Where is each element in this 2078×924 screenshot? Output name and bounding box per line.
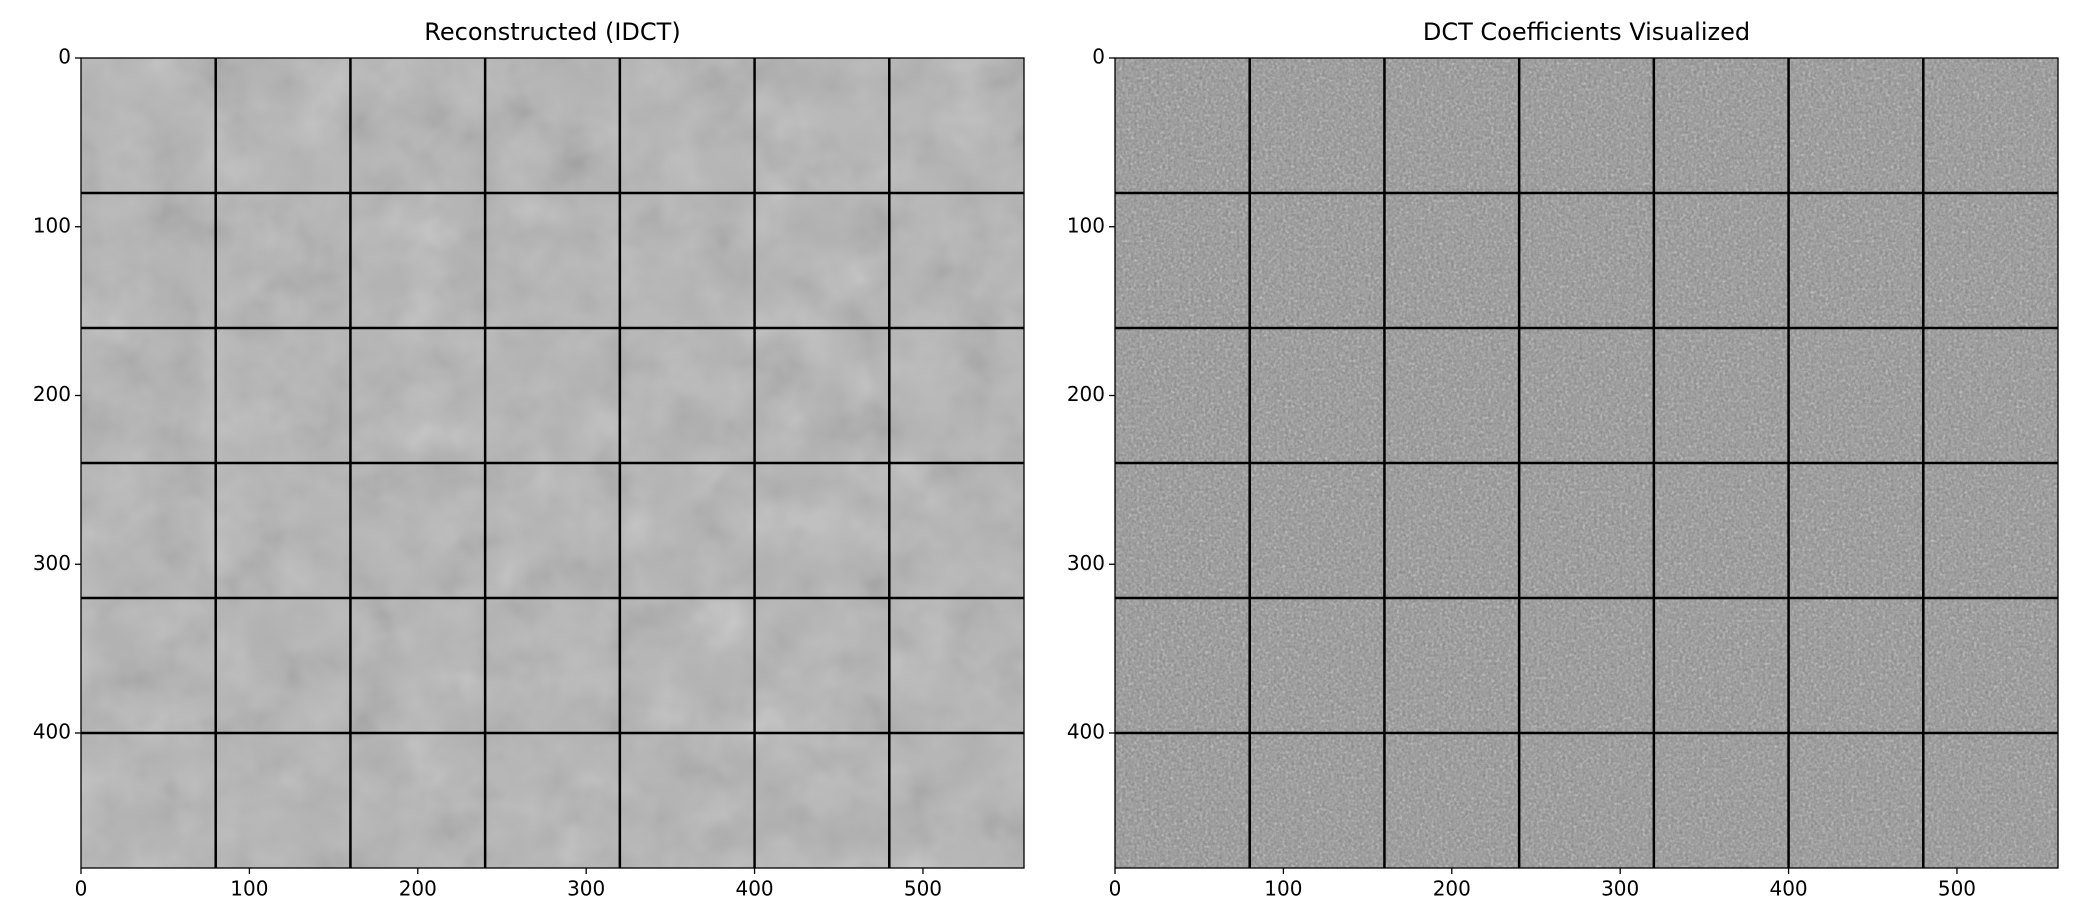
chart-title: DCT Coefficients Visualized <box>1423 18 1750 46</box>
y-tick-label: 200 <box>1067 382 1105 406</box>
x-tick-label: 200 <box>1433 877 1471 901</box>
x-tick-label: 400 <box>735 877 773 901</box>
x-tick-label: 400 <box>1769 877 1807 901</box>
y-tick-label: 100 <box>1067 213 1105 237</box>
x-tick-label: 0 <box>1109 877 1122 901</box>
y-tick-label: 300 <box>1067 551 1105 575</box>
x-tick-label: 100 <box>230 877 268 901</box>
axes-frame <box>80 57 1025 869</box>
y-tick-label: 300 <box>33 551 71 575</box>
axes-frame <box>1114 57 2059 869</box>
chart-title: Reconstructed (IDCT) <box>424 18 680 46</box>
x-tick-label: 0 <box>75 877 88 901</box>
y-tick-label: 400 <box>33 720 71 744</box>
x-tick-label: 300 <box>567 877 605 901</box>
y-tick-label: 100 <box>33 213 71 237</box>
x-tick-label: 500 <box>1938 877 1976 901</box>
y-tick-label: 0 <box>58 45 71 69</box>
y-tick-label: 200 <box>33 382 71 406</box>
y-tick-label: 0 <box>1092 45 1105 69</box>
x-tick-label: 200 <box>399 877 437 901</box>
x-tick-label: 500 <box>904 877 942 901</box>
y-tick-label: 400 <box>1067 720 1105 744</box>
x-tick-label: 100 <box>1264 877 1302 901</box>
x-tick-label: 300 <box>1601 877 1639 901</box>
